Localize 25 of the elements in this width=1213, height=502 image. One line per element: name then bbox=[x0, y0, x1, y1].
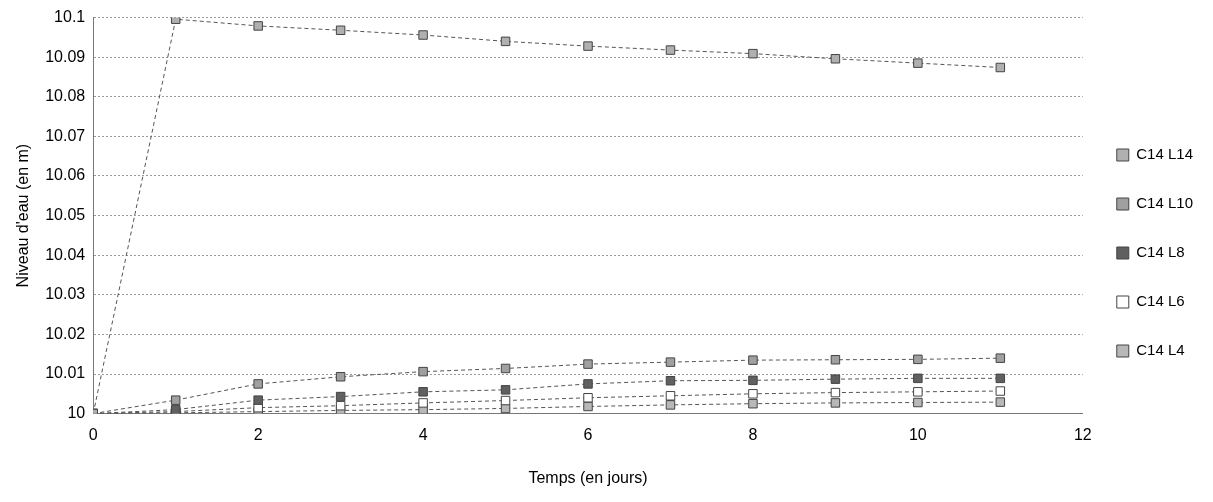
legend-label: C14 L6 bbox=[1136, 292, 1185, 310]
x-tick-label: 2 bbox=[253, 425, 263, 443]
y-tick-label: 10.02 bbox=[45, 324, 86, 342]
y-tick-label: 10.09 bbox=[45, 47, 86, 65]
y-tick-label: 10.03 bbox=[45, 285, 86, 303]
y-tick-label: 10.07 bbox=[45, 126, 86, 144]
legend-label: C14 L4 bbox=[1136, 341, 1185, 359]
legend-label: C14 L8 bbox=[1136, 243, 1185, 261]
y-tick-label: 10.01 bbox=[45, 364, 86, 382]
x-tick-label: 4 bbox=[418, 425, 428, 443]
x-tick-label: 6 bbox=[583, 425, 593, 443]
x-tick-label: 10 bbox=[908, 425, 927, 443]
y-tick-label: 10.05 bbox=[45, 206, 86, 224]
x-tick-label: 12 bbox=[1073, 425, 1092, 443]
y-tick-label: 10.06 bbox=[45, 166, 86, 184]
x-tick-label: 8 bbox=[748, 425, 758, 443]
legend-label: C14 L10 bbox=[1136, 194, 1194, 212]
y-axis-title: Niveau d'eau (en m) bbox=[14, 143, 32, 288]
y-tick-label: 10.04 bbox=[45, 245, 86, 263]
y-tick-label: 10.1 bbox=[54, 8, 86, 26]
y-tick-label: 10.08 bbox=[45, 87, 86, 105]
y-tick-label: 10 bbox=[67, 404, 86, 422]
legend-label: C14 L14 bbox=[1136, 145, 1194, 163]
x-axis-title: Temps (en jours) bbox=[528, 468, 648, 486]
x-tick-label: 0 bbox=[88, 425, 98, 443]
